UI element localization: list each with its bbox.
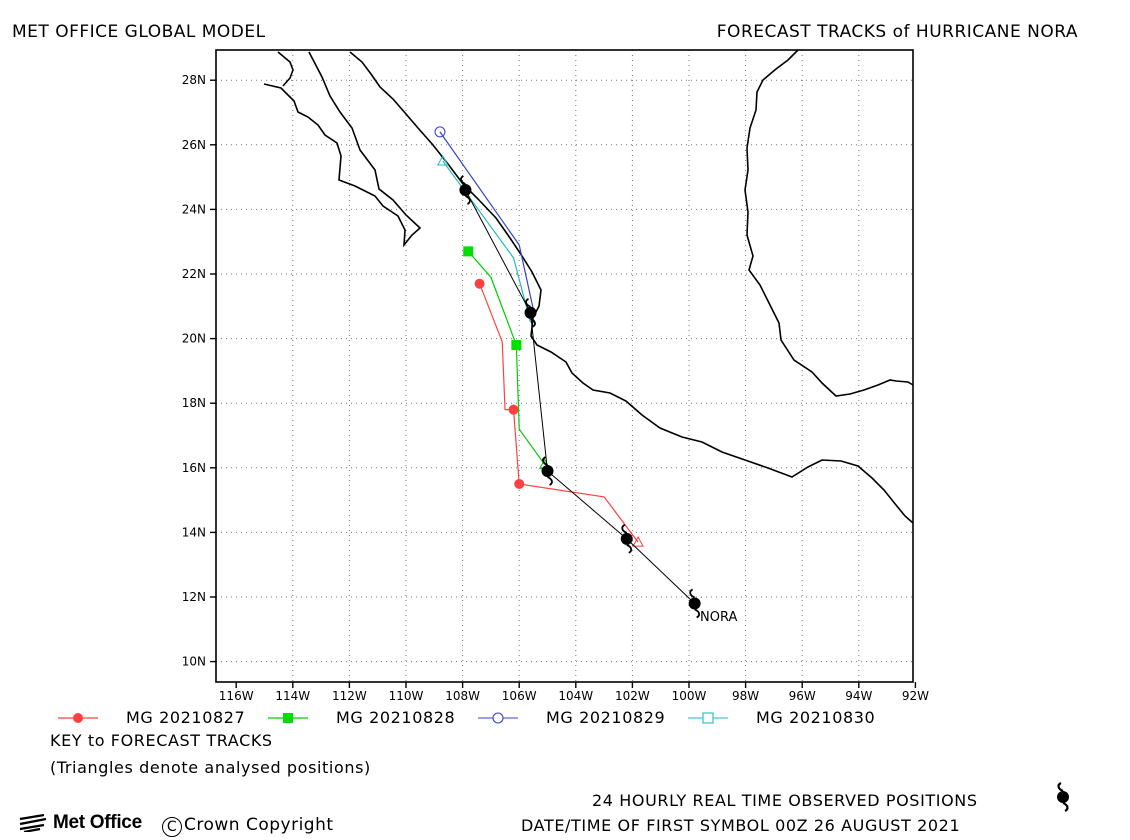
first-symbol-datetime: DATE/TIME OF FIRST SYMBOL 00Z 26 AUGUST …	[521, 816, 961, 835]
axis-ticks: 116W 114W 112W 110W 108W 106W 104W 102W 100W 98W 9…	[182, 73, 929, 703]
lat-tick-label: 22N	[182, 267, 206, 281]
lat-tick-label: 12N	[182, 590, 206, 604]
lon-tick-label: 114W	[275, 689, 310, 703]
hurricane-eye	[541, 465, 554, 478]
mainland-west-coastline	[349, 51, 914, 524]
hurricane-symbol-icon	[1057, 782, 1069, 812]
legend-label: MG 20210828	[336, 708, 456, 727]
hurricane-arm	[525, 297, 531, 308]
hurricane-arm	[460, 175, 466, 185]
coastline	[263, 49, 914, 524]
hurricane-symbol-icon	[541, 456, 554, 486]
gulf-coastline	[744, 49, 914, 397]
hurricane-eye	[524, 306, 537, 319]
baja-coastline	[263, 51, 422, 248]
copyright: C Crown Copyright	[162, 815, 334, 837]
logo-text: Met Office	[52, 812, 142, 833]
hurricane-eye	[459, 184, 472, 197]
hurricane-arm	[465, 195, 471, 205]
hurricane-eye	[620, 532, 633, 545]
lon-tick-label: 108W	[445, 689, 480, 703]
copyright-text: Crown Copyright	[184, 815, 334, 835]
lon-tick-label: 116W	[219, 689, 254, 703]
lat-tick-label: 18N	[182, 396, 206, 410]
forecast-point	[474, 278, 485, 289]
map-gridlines	[216, 50, 913, 682]
lon-tick-label: 92W	[902, 689, 929, 703]
legend-label: MG 20210827	[126, 708, 246, 727]
observed-note: 24 HOURLY REAL TIME OBSERVED POSITIONS	[592, 791, 978, 810]
key-title: KEY to FORECAST TRACKS	[50, 731, 273, 750]
hurricane-symbol-icon	[688, 588, 701, 619]
hurricane-arm	[530, 317, 536, 328]
lat-tick-label: 16N	[182, 461, 206, 475]
forecast-point	[436, 154, 449, 166]
header-model-title: MET OFFICE GLOBAL MODEL	[12, 22, 266, 42]
lat-tick-label: 10N	[182, 655, 206, 669]
forecast-point	[514, 478, 525, 489]
lat-tick-label: 14N	[182, 525, 206, 539]
lat-tick-label: 26N	[182, 138, 206, 152]
storm-name-label: NORA	[700, 610, 737, 625]
baja-north-coast	[277, 51, 294, 87]
legend-swatch-circle-filled	[58, 713, 98, 723]
header-forecast-title: FORECAST TRACKS of HURRICANE NORA	[716, 22, 1078, 42]
met-office-logo-icon	[19, 813, 47, 832]
met-office-logo: Met Office	[18, 812, 142, 834]
key-note: (Triangles denote analysed positions)	[50, 758, 371, 777]
forecast-track-line	[479, 283, 639, 543]
lat-tick-label: 28N	[182, 73, 206, 87]
hurricane-arm	[542, 456, 548, 466]
lon-tick-label: 104W	[558, 689, 593, 703]
forecast-point	[511, 340, 522, 351]
lat-tick-label: 24N	[182, 202, 206, 216]
forecast-point	[463, 246, 474, 257]
lon-tick-label: 102W	[615, 689, 650, 703]
hurricane-arm	[621, 524, 628, 534]
hurricane-eye	[688, 597, 701, 610]
hurricane-symbol-icon	[620, 524, 633, 554]
observed-track	[459, 175, 701, 619]
hurricane-arm	[547, 476, 553, 486]
forecast-point	[434, 126, 446, 138]
map-frame	[215, 49, 914, 683]
observed-track-line	[464, 189, 696, 604]
legend-label: MG 20210830	[756, 708, 876, 727]
lon-tick-label: 98W	[732, 689, 759, 703]
lon-tick-label: 100W	[672, 689, 707, 703]
hurricane-arm	[689, 588, 696, 599]
forecast-tracks	[434, 126, 644, 547]
legend-label: MG 20210829	[546, 708, 666, 727]
hurricane-arm	[694, 608, 701, 619]
legend-swatch-circle-open	[478, 712, 518, 724]
hurricane-arm	[626, 544, 633, 554]
legend-swatch-square-open	[688, 712, 728, 724]
forecast-point	[508, 404, 519, 415]
hurricane-symbol-icon	[459, 175, 472, 205]
lon-tick-label: 94W	[845, 689, 872, 703]
copyright-symbol: C	[162, 817, 182, 837]
lon-tick-label: 110W	[389, 689, 424, 703]
lon-tick-label: 112W	[332, 689, 367, 703]
hurricane-symbol-icon	[524, 297, 537, 328]
analysed-position-triangle	[632, 536, 644, 547]
legend-swatch-square-filled	[268, 713, 308, 723]
lat-tick-label: 20N	[182, 332, 206, 346]
lon-tick-label: 96W	[789, 689, 816, 703]
lon-tick-label: 106W	[502, 689, 537, 703]
